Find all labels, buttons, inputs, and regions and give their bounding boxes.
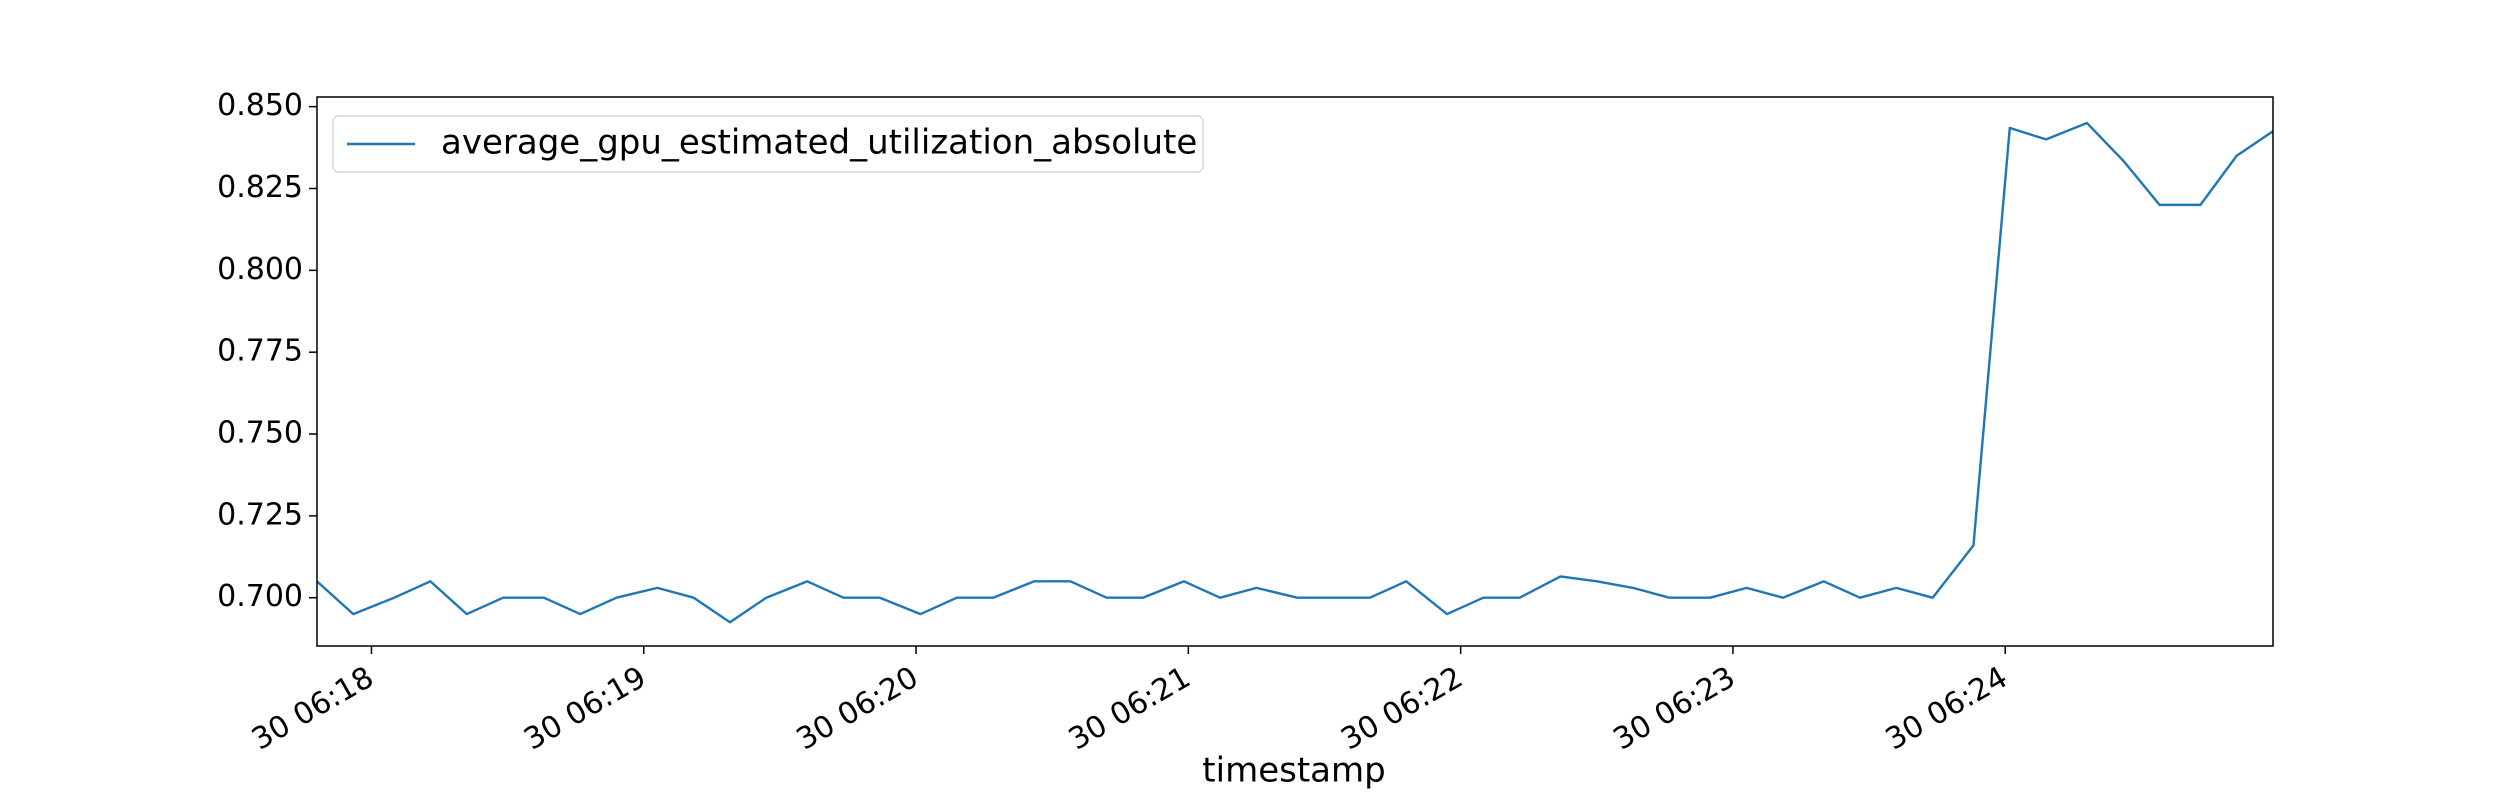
y-tick-label: 0.800 <box>217 252 303 287</box>
x-axis-label: timestamp <box>1202 751 1385 791</box>
y-tick-label: 0.825 <box>217 170 303 205</box>
legend-box <box>332 115 1204 173</box>
y-tick-label: 0.775 <box>217 334 303 369</box>
y-tick-label: 0.725 <box>217 497 303 532</box>
axes-frame <box>316 96 2274 647</box>
data-line <box>316 121 2274 624</box>
y-tick-label: 0.750 <box>217 416 303 451</box>
y-tick-label: 0.700 <box>217 579 303 614</box>
y-tick-label: 0.850 <box>217 88 303 123</box>
legend-label: average_gpu_estimated_utilization_absolu… <box>441 123 1197 163</box>
